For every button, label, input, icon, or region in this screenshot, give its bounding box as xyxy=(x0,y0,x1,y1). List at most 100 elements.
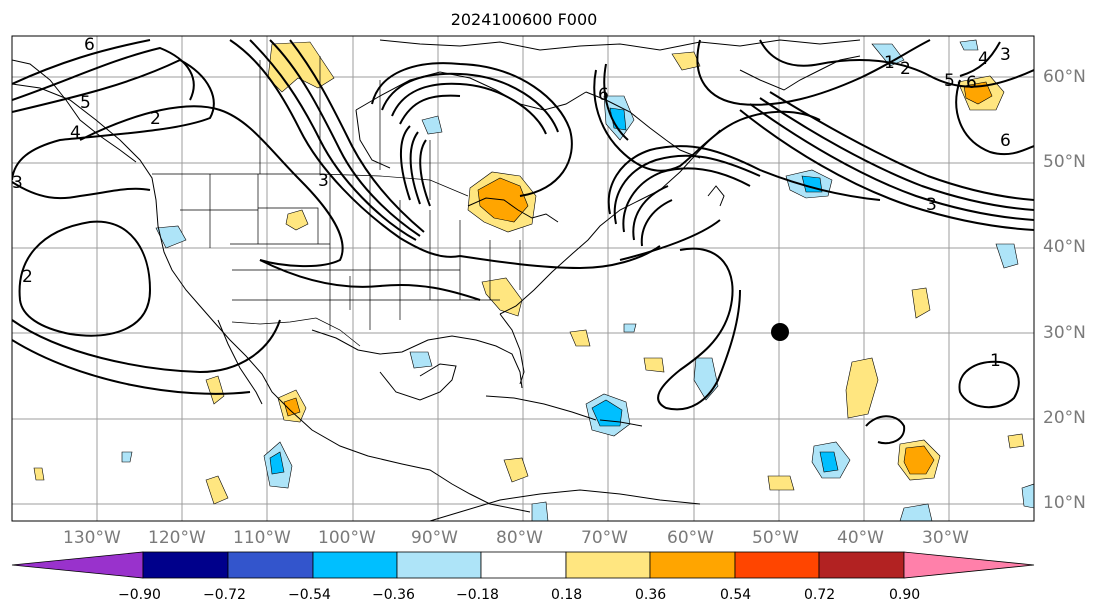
contour-line xyxy=(958,360,1020,409)
contour-line xyxy=(79,105,344,268)
contour-label: 2 xyxy=(900,59,911,79)
anomaly-patch xyxy=(481,277,523,317)
colorbar-tick-label: 0.36 xyxy=(635,587,667,603)
chart-title: 2024100600 F000 xyxy=(450,10,598,29)
contour-label: 2 xyxy=(22,267,33,287)
contour-line xyxy=(603,63,629,141)
contour-label: 6 xyxy=(598,85,609,105)
anomaly-fill-negative xyxy=(121,39,1034,521)
lat-label: 30°N xyxy=(1043,323,1086,343)
anomaly-patch xyxy=(671,51,701,71)
anomaly-patch xyxy=(819,451,839,473)
anomaly-patch xyxy=(899,503,933,521)
contour-line xyxy=(18,220,152,337)
coastline-cuba xyxy=(485,395,597,421)
lat-label: 10°N xyxy=(1043,493,1086,513)
colorbar-swatch xyxy=(396,551,482,579)
contour-line xyxy=(12,46,195,101)
colorbar-swatch xyxy=(480,551,567,579)
contour-label: 4 xyxy=(978,49,989,69)
colorbar-swatch xyxy=(312,551,398,579)
coastline-baja xyxy=(217,319,263,405)
coastline-east xyxy=(499,129,721,315)
coastline-alaska xyxy=(12,59,137,163)
anomaly-patch xyxy=(503,457,529,483)
contour-label: 3 xyxy=(12,173,23,193)
colorbar-tick-label: −0.90 xyxy=(118,587,161,603)
coastline-hudson-bay xyxy=(355,71,587,111)
anomaly-patch xyxy=(285,209,309,231)
lon-label: 90°W xyxy=(411,528,458,548)
contour-line xyxy=(632,185,669,241)
coastline-great-lakes xyxy=(467,197,559,223)
lon-label: 70°W xyxy=(581,528,628,548)
anomaly-patch xyxy=(1021,483,1034,509)
anomaly-patch xyxy=(531,501,549,521)
contour-line xyxy=(769,91,1034,201)
contour-line xyxy=(749,103,1034,221)
contour-line xyxy=(399,94,461,125)
anomaly-patch xyxy=(121,451,133,463)
anomaly-patch xyxy=(767,475,795,491)
coastline-florida xyxy=(499,313,525,385)
anomaly-patch xyxy=(623,323,637,333)
contour-line xyxy=(381,72,559,133)
colorbar-tick-label: 0.90 xyxy=(889,587,921,603)
contour-line xyxy=(865,415,906,445)
anomaly-patch xyxy=(643,357,665,373)
anomaly-patch xyxy=(903,445,935,475)
colorbar-tick-label: 0.54 xyxy=(720,587,752,603)
coastline-yucatan xyxy=(379,363,457,401)
contour-label: 4 xyxy=(70,123,81,143)
contour-line xyxy=(259,259,481,301)
map-border xyxy=(11,35,1035,522)
anomaly-patch xyxy=(33,467,45,481)
contour-label: 6 xyxy=(84,35,95,55)
anomaly-patch xyxy=(283,397,301,417)
anomaly-patch xyxy=(421,115,443,135)
colorbar-swatch xyxy=(227,551,314,579)
contour-line xyxy=(459,245,661,270)
contour-line xyxy=(269,39,421,237)
contour-line xyxy=(696,39,931,106)
anomaly-patch xyxy=(911,287,931,319)
anomaly-patch xyxy=(205,375,225,405)
contour-label: 5 xyxy=(944,71,955,91)
coastline-newfoundland xyxy=(707,185,725,207)
contour-line xyxy=(12,339,251,395)
lat-label: 40°N xyxy=(1043,237,1086,257)
height-contours xyxy=(12,39,1034,445)
colorbar-swatch xyxy=(649,551,736,579)
contour-label: 2 xyxy=(150,109,161,129)
colorbar-swatch xyxy=(142,551,229,579)
coastline-north-america-west xyxy=(12,83,531,513)
colorbar-swatch-over xyxy=(903,551,1035,579)
contour-label: 3 xyxy=(1000,45,1011,65)
lon-label: 80°W xyxy=(496,528,543,548)
anomaly-patch xyxy=(409,351,433,369)
colorbar-swatch-under xyxy=(11,551,144,579)
anomaly-patch xyxy=(959,39,979,51)
coastline-hudson-bay-west xyxy=(355,109,391,169)
colorbar-tick-label: −0.18 xyxy=(456,587,499,603)
state-borders xyxy=(152,56,521,347)
anomaly-patch xyxy=(871,43,905,67)
contour-line xyxy=(759,97,1034,211)
colorbar-tick-label: −0.36 xyxy=(372,587,415,603)
contour-line xyxy=(959,41,1001,77)
contour-label: 3 xyxy=(318,171,329,191)
anomaly-patch xyxy=(995,243,1019,269)
contour-line xyxy=(759,39,1034,88)
lon-label: 50°W xyxy=(752,528,799,548)
coastline-gulf xyxy=(311,329,523,389)
anomaly-patch xyxy=(1007,433,1025,449)
contour-line xyxy=(607,145,881,215)
border-us-mexico xyxy=(231,317,361,347)
contour-line xyxy=(622,167,751,233)
colorbar-swatch xyxy=(565,551,651,579)
contour-line xyxy=(419,139,431,207)
lon-label: 40°W xyxy=(837,528,884,548)
contour-line xyxy=(739,109,1034,231)
coastline-arctic xyxy=(379,39,861,51)
